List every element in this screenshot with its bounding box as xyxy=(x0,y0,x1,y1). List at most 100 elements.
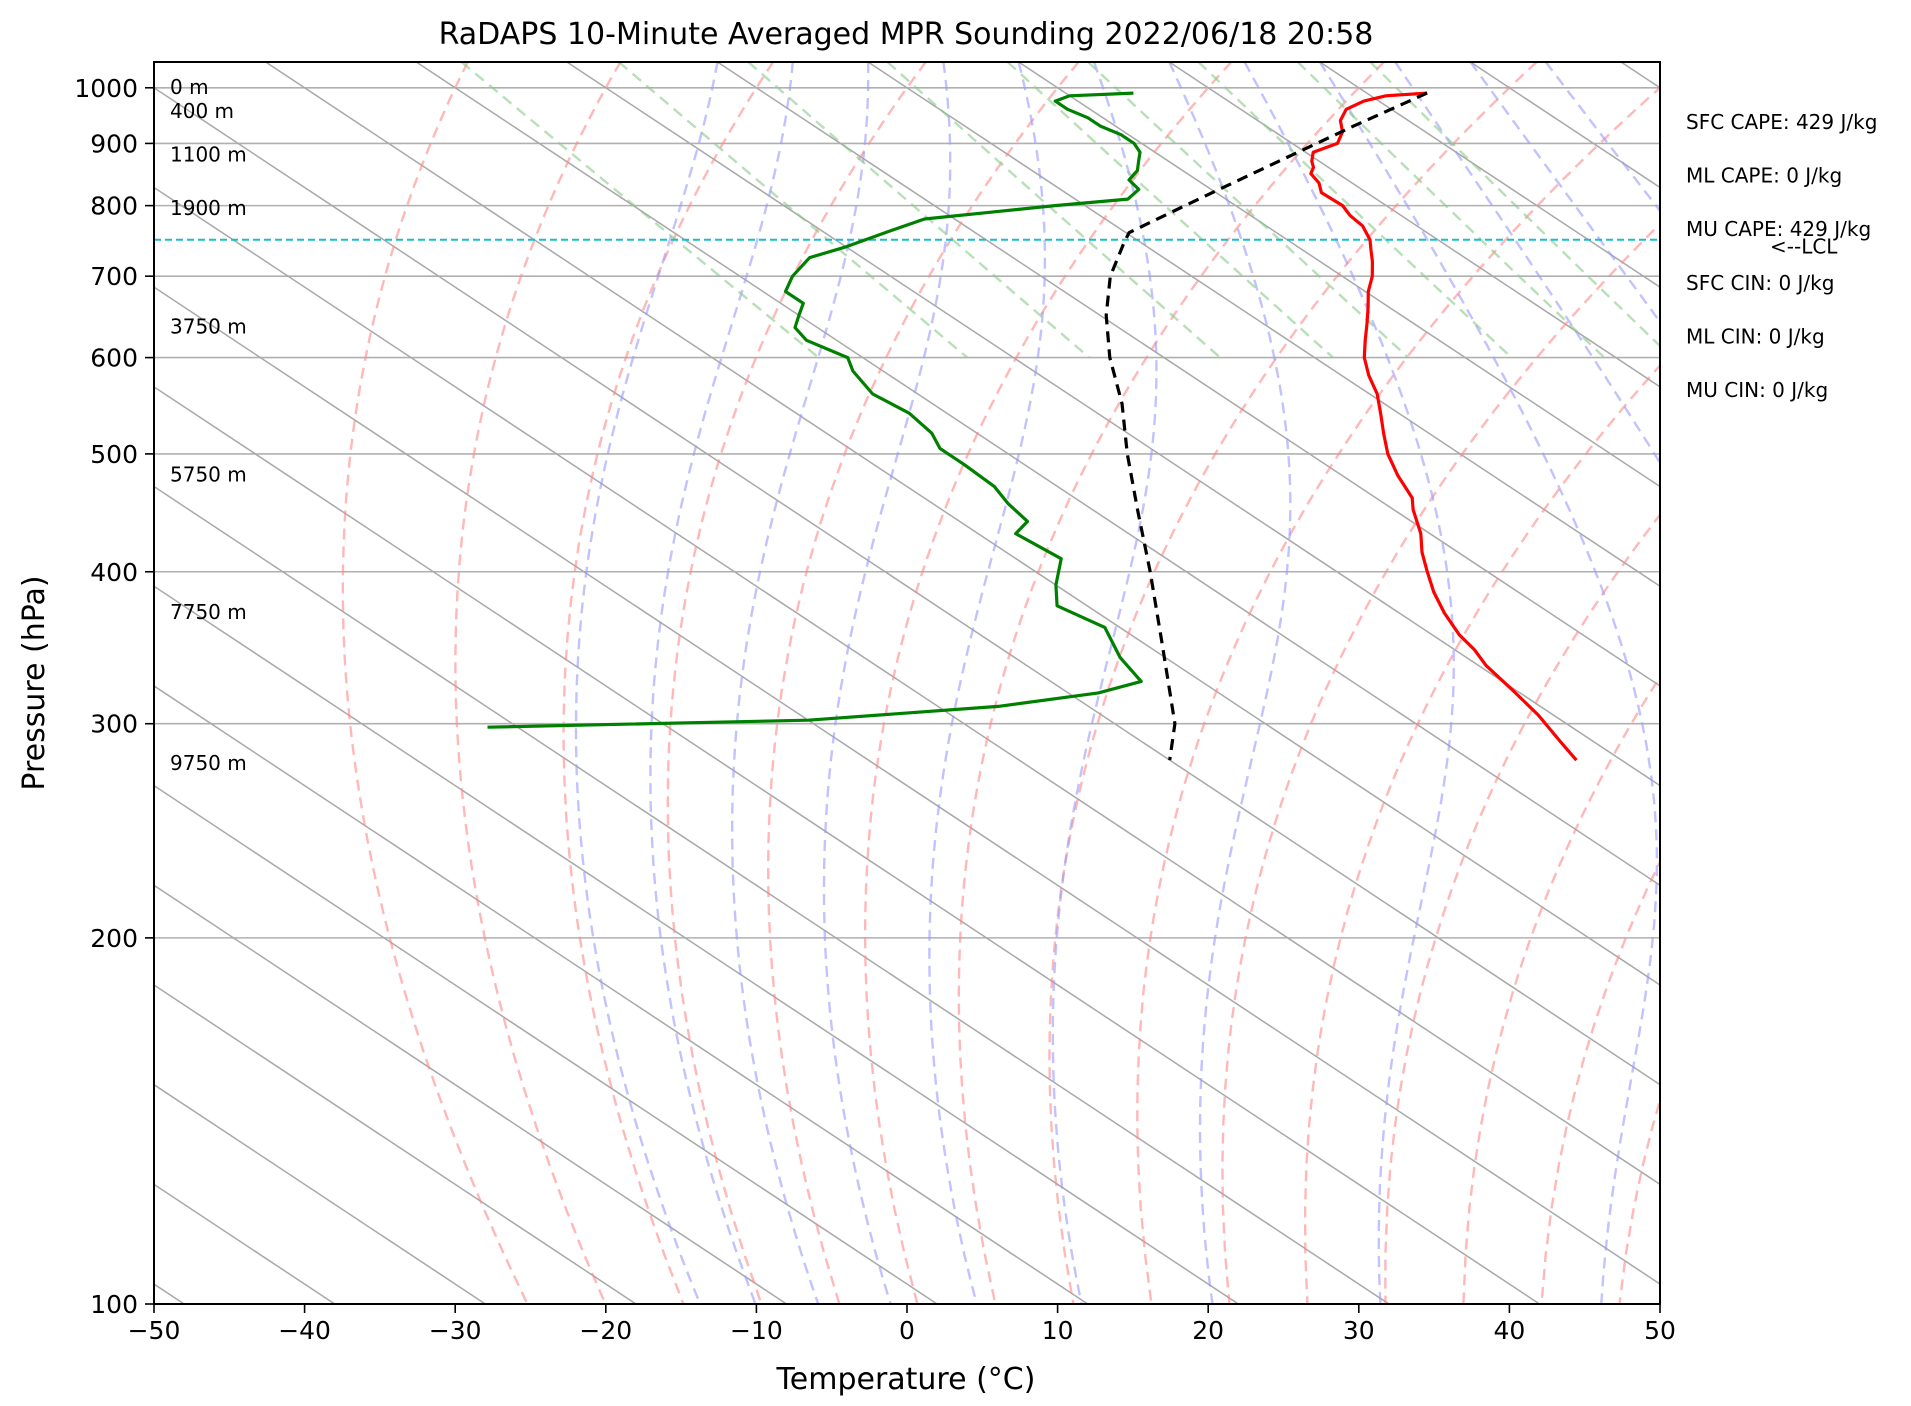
moist-adiabat xyxy=(928,62,1047,1304)
index-annotation: SFC CIN: 0 J/kg xyxy=(1686,271,1834,295)
dry-adiabat xyxy=(1048,62,1538,1304)
data-layer xyxy=(154,91,1660,762)
y-axis-label: Pressure (hPa) xyxy=(17,575,52,790)
isotherm-gridline xyxy=(154,585,1239,1304)
y-tick-label: 1000 xyxy=(74,74,138,103)
y-tick-label: 800 xyxy=(90,192,138,221)
y-tick-label: 700 xyxy=(90,262,138,291)
dry-adiabat xyxy=(341,62,529,1304)
index-annotation: MU CAPE: 429 J/kg xyxy=(1686,217,1871,241)
moist-adiabat xyxy=(1051,62,1158,1304)
mixing-ratio-line xyxy=(1006,62,1334,359)
height-label: 400 m xyxy=(170,99,234,123)
moist-adiabat xyxy=(1318,62,1659,1304)
isotherm-gridline xyxy=(154,86,1660,1086)
moist-adiabat xyxy=(574,62,719,1304)
moist-adiabat xyxy=(1544,62,1660,213)
plot-frame xyxy=(153,61,1661,1305)
y-tick-label: 400 xyxy=(90,558,138,587)
moist-adiabat xyxy=(1243,62,1456,1304)
isotherm-gridline xyxy=(415,62,1660,887)
y-tick-label: 300 xyxy=(90,710,138,739)
x-tick-label: 20 xyxy=(1192,1316,1224,1345)
isotherm-gridline xyxy=(717,62,1660,687)
dry-adiabat xyxy=(666,62,927,1304)
x-tick-label: 40 xyxy=(1493,1316,1525,1345)
isotherm-gridline xyxy=(1319,62,1660,289)
height-label: 9750 m xyxy=(170,751,247,775)
index-annotation: SFC CAPE: 429 J/kg xyxy=(1686,110,1877,134)
index-annotation: MU CIN: 0 J/kg xyxy=(1686,378,1828,402)
y-tick-label: 600 xyxy=(90,344,138,373)
x-tick-label: −10 xyxy=(730,1316,783,1345)
dry-adiabat xyxy=(766,62,1080,1304)
mixing-ratio-line xyxy=(618,62,969,359)
dewpoint-profile xyxy=(487,91,1143,729)
dry-adiabat xyxy=(562,62,775,1304)
mixing-ratio-line xyxy=(1369,62,1660,348)
dry-adiabat xyxy=(1221,222,1660,1304)
x-axis-label: Temperature (°C) xyxy=(776,1362,1036,1397)
mixing-ratio-line xyxy=(1087,62,1410,359)
y-tick-label: 900 xyxy=(90,129,138,158)
mixing-ratio-line xyxy=(1296,62,1606,359)
height-label: 7750 m xyxy=(170,600,247,624)
dry-adiabat xyxy=(1540,859,1660,1304)
dry-adiabat xyxy=(1303,363,1660,1304)
dry-adiabat xyxy=(1618,1095,1660,1304)
isotherm-gridline xyxy=(1620,62,1660,89)
moist-adiabat xyxy=(1168,62,1292,1304)
temperature-profile xyxy=(1309,91,1578,762)
moist-adiabat xyxy=(1469,62,1660,324)
isotherm-gridline xyxy=(154,1083,486,1304)
grid-layer xyxy=(154,62,1911,1304)
mixing-ratio-line xyxy=(886,62,1222,359)
mixing-ratio-line xyxy=(1197,62,1513,359)
x-tick-label: −40 xyxy=(278,1316,331,1345)
parcel-profile xyxy=(1104,91,1428,761)
x-tick-label: −50 xyxy=(128,1316,181,1345)
y-tick-label: 100 xyxy=(90,1290,138,1319)
isotherm-gridline xyxy=(154,485,1390,1304)
isotherm-gridline xyxy=(154,286,1660,1285)
height-label: 1900 m xyxy=(170,196,247,220)
tick-layer: −50 −40 −30 −20 −10 0 10 20 30 40 50 1000 900 800 700 6… xyxy=(74,74,1676,1345)
lcl-label: <--LCL xyxy=(1770,235,1838,259)
dry-adiabat xyxy=(957,62,1385,1304)
mixing-ratio-line xyxy=(460,62,820,359)
height-label: 0 m xyxy=(170,75,209,99)
height-label: 1100 m xyxy=(170,142,247,166)
isotherm-gridline xyxy=(154,984,637,1304)
x-tick-label: 30 xyxy=(1343,1316,1375,1345)
dry-adiabat xyxy=(1136,86,1660,1304)
dry-adiabat xyxy=(863,62,1233,1304)
x-tick-label: −30 xyxy=(429,1316,482,1345)
isotherm-gridline xyxy=(154,685,1089,1304)
dry-adiabat xyxy=(1854,62,1911,1304)
mixing-ratio-line xyxy=(747,62,1091,359)
x-tick-label: −20 xyxy=(579,1316,632,1345)
isotherm-gridline xyxy=(566,62,1660,787)
isotherm-gridline xyxy=(265,62,1660,986)
height-label: 5750 m xyxy=(170,462,247,486)
isotherm-gridline xyxy=(1018,62,1660,488)
index-annotation: ML CAPE: 0 J/kg xyxy=(1686,164,1842,188)
index-annotation: ML CIN: 0 J/kg xyxy=(1686,324,1825,348)
x-tick-label: 10 xyxy=(1042,1316,1074,1345)
isotherm-gridline xyxy=(154,884,787,1304)
x-tick-label: 0 xyxy=(899,1316,915,1345)
isotherm-gridline xyxy=(1470,62,1660,189)
isotherm-gridline xyxy=(154,784,938,1304)
isotherm-gridline xyxy=(154,385,1540,1304)
moist-adiabat xyxy=(649,62,794,1304)
dry-adiabat xyxy=(1462,674,1660,1304)
chart-title: RaDAPS 10-Minute Averaged MPR Sounding 2… xyxy=(439,17,1374,52)
x-tick-label: 50 xyxy=(1644,1316,1676,1345)
height-label: 3750 m xyxy=(170,315,247,339)
moist-adiabat xyxy=(1394,62,1660,465)
isotherm-gridline xyxy=(867,62,1660,588)
moist-adiabat xyxy=(731,62,870,1304)
y-tick-label: 500 xyxy=(90,440,138,469)
